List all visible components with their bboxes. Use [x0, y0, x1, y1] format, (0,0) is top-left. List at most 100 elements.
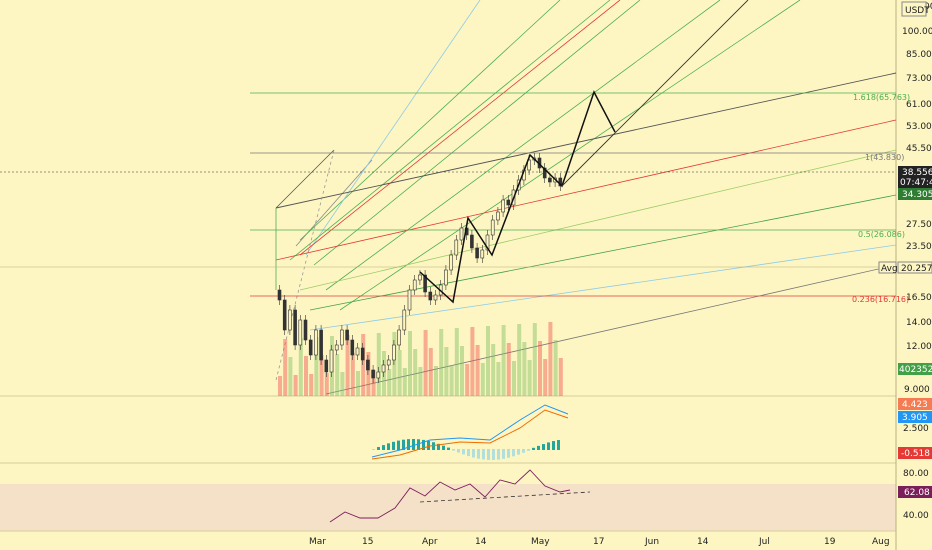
fib-label: 1(43.830) [865, 153, 904, 162]
time-tick: 14 [697, 537, 709, 547]
rsi-line [329, 469, 571, 523]
price-tick: 27.500 [906, 220, 932, 230]
volume-bar [309, 374, 314, 396]
candle-body [381, 364, 386, 373]
candle-body [308, 339, 313, 356]
price-tick: 23.500 [906, 242, 932, 252]
volume-bar [356, 371, 360, 396]
volume-bar [439, 329, 444, 396]
volume-bar [324, 373, 329, 396]
volume-value: 4023523 [899, 365, 932, 375]
candle-body [433, 294, 438, 301]
macd-value: 4.423 [902, 400, 928, 410]
volume-bar [454, 328, 459, 396]
volume-bar [376, 333, 381, 396]
channel-line [275, 72, 897, 209]
volume-bar [345, 335, 350, 396]
hist-tag [898, 447, 932, 459]
macd-hist-bar [402, 439, 405, 450]
fan-line [325, 0, 721, 291]
macd-hist-bar [387, 443, 390, 450]
volume-bar [283, 339, 288, 396]
price-tick: 45.500 [906, 144, 932, 154]
candle-body [397, 329, 401, 346]
hist-value: -0.518 [901, 449, 930, 459]
fan-line [313, 0, 641, 266]
candle-body [423, 274, 427, 293]
macd-hist-bar [502, 449, 505, 459]
volume-bar [361, 334, 366, 396]
macd-pane [371, 404, 569, 460]
channel-line [299, 149, 897, 291]
candle-body [366, 359, 370, 371]
rsi-trendline [419, 491, 591, 503]
volume-bar [538, 341, 542, 396]
volume-bar [428, 348, 433, 396]
macd-hist-bar [392, 441, 395, 450]
price-tick: 16.500 [906, 293, 932, 303]
volume-bar [470, 327, 475, 396]
price-pane [0, 0, 896, 396]
last-price-value: 38.556 [902, 168, 932, 178]
volume-bar [512, 361, 516, 396]
candle-body [501, 199, 505, 213]
fan-line [275, 149, 335, 209]
volume-bar [314, 337, 319, 396]
macd-hist-bar [497, 449, 500, 460]
macd-hist-bar [427, 440, 430, 450]
time-tick: Aug [872, 537, 890, 547]
fan-line [299, 0, 621, 256]
projection-line [561, 0, 749, 187]
price-tick: 14.000 [906, 318, 932, 328]
volume-bar [340, 372, 345, 396]
candle-body [490, 219, 495, 236]
macd-hist-bar [542, 444, 545, 450]
candle-body [407, 289, 412, 311]
candle-body [459, 227, 464, 241]
candle-body [506, 199, 511, 206]
volume-bar [298, 338, 303, 396]
volume-bar [366, 352, 371, 396]
price-tick: 73.000 [906, 74, 932, 84]
avg-label: Avg [881, 264, 898, 274]
price-tick: 12.000 [906, 342, 932, 352]
fan-line [305, 0, 481, 256]
macd-line [371, 404, 569, 458]
last-price-tag [898, 166, 932, 188]
macd-hist-bar [482, 449, 485, 460]
macd-hist-bar [512, 449, 515, 457]
volume-bar [319, 355, 324, 396]
volume-bar [278, 376, 282, 396]
candle-body [298, 319, 303, 346]
price-tick: 53.000 [906, 122, 932, 132]
volume-bar [382, 351, 386, 396]
macd-hist-bar [407, 439, 410, 450]
volume-bar [402, 368, 407, 396]
candle-body [548, 177, 552, 183]
candle-body [412, 279, 417, 291]
fib-label: 0.236(16.716) [852, 295, 909, 304]
candle-body [485, 234, 490, 251]
quote-currency: USDT [905, 6, 930, 16]
candle-body [402, 309, 407, 331]
countdown-value: 07:47:45 [900, 178, 932, 188]
rsi-band [0, 484, 896, 531]
volume-tag [898, 363, 932, 375]
macd-hist-bar [432, 442, 435, 450]
candle-body [293, 309, 297, 346]
candle-body [444, 269, 448, 286]
avg-label-box [878, 261, 897, 274]
volume-bar [553, 340, 558, 396]
volume-bar [444, 347, 449, 396]
macd-hist-bar [447, 447, 450, 450]
candle-body [449, 254, 453, 271]
macd-hist-bar [557, 440, 560, 450]
candle-body [340, 329, 344, 346]
volume-bar [548, 322, 553, 396]
candle-body [418, 274, 422, 281]
volume-bar [506, 343, 511, 396]
channel-line [309, 244, 897, 331]
avg-tag [897, 261, 932, 274]
